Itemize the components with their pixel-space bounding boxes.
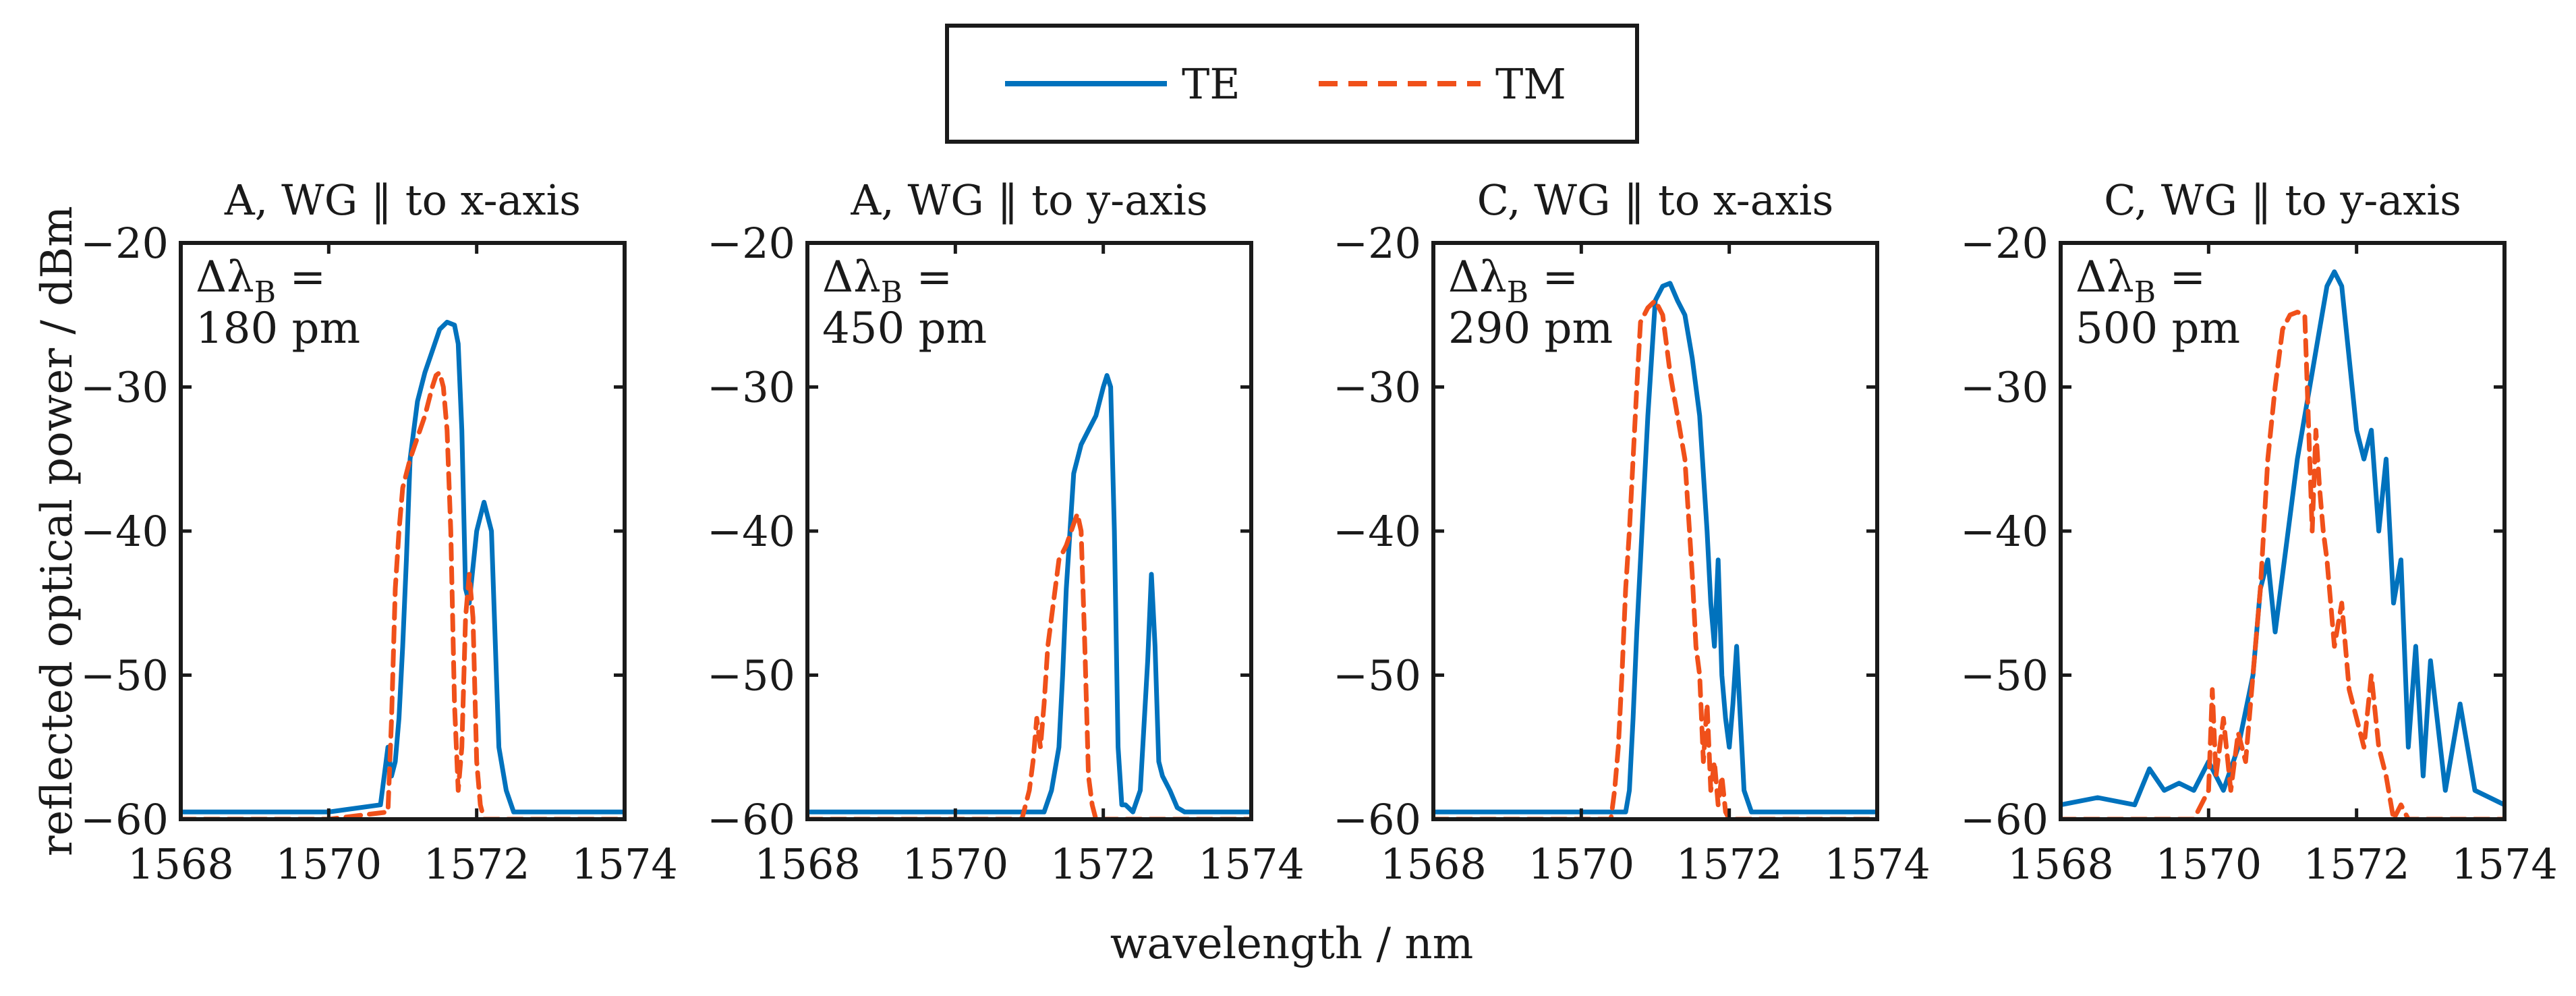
delta-lambda-label: ΔλB = [2076,252,2206,310]
y-tick-label: −30 [80,363,169,412]
delta-lambda-value: 450 pm [822,304,987,354]
series-group [2061,269,2505,819]
y-tick-label: −40 [707,507,795,556]
x-tick-label: 1568 [2007,839,2114,889]
delta-lambda-symbol: Δλ [822,252,881,302]
x-tick-label: 1574 [1824,839,1930,889]
y-tick-label: −60 [707,795,795,844]
series-line-te [181,319,625,814]
delta-lambda-equals: = [903,252,952,302]
series-line-tm [1433,298,1877,819]
delta-lambda-label: ΔλB = [822,252,952,310]
y-tick-label: −60 [1333,795,1421,844]
y-tick-label: −50 [707,651,795,700]
x-tick-label: 1572 [1676,839,1783,889]
x-tick-label: 1572 [2303,839,2410,889]
x-tick-label: 1574 [571,839,678,889]
series-group [181,319,625,819]
series-line-tm [2061,310,2505,819]
delta-lambda-value: 290 pm [1448,304,1613,354]
x-tick-label: 1570 [2155,839,2262,889]
delta-lambda-equals: = [1528,252,1578,302]
x-tick-label: 1568 [1380,839,1487,889]
series-line-te [1433,281,1877,814]
series-line-tm [181,370,625,819]
legend-label-te: TE [1182,59,1240,109]
legend-label-tm: TM [1495,59,1566,109]
x-tick-label: 1568 [754,839,861,889]
y-tick-label: −20 [1333,219,1421,268]
y-tick-label: −30 [1333,363,1421,412]
y-tick-label: −40 [1960,507,2049,556]
panel-2: A, WG ‖ to y-axis 1568 1570 1572 1574 −20 −30 −… [707,175,1305,889]
y-tick-label: −40 [1333,507,1421,556]
y-tick-label: −30 [707,363,795,412]
x-axis-title: wavelength / nm [1110,919,1474,969]
x-tick-label: 1570 [275,839,382,889]
x-tick-label: 1574 [1198,839,1305,889]
series-line-te [2061,269,2505,808]
delta-lambda-value: 500 pm [2076,304,2240,354]
delta-lambda-subscript: B [1507,275,1528,310]
y-tick-label: −20 [1960,219,2049,268]
panel-3: C, WG ‖ to x-axis 1568 1570 1572 1574 −20 −30 −… [1333,175,1930,889]
delta-lambda-label: ΔλB = [196,252,326,310]
y-tick-label: −20 [80,219,169,268]
delta-lambda-label: ΔλB = [1448,252,1578,310]
y-axis-title: reflected optical power / dBm [32,206,82,856]
series-group [1433,281,1877,819]
series-group [807,372,1251,819]
delta-lambda-equals: = [276,252,326,302]
x-tick-label: 1574 [2451,839,2558,889]
panel-title: A, WG ‖ to x-axis [224,175,581,225]
y-tick-label: −40 [80,507,169,556]
x-tick-label: 1568 [127,839,234,889]
series-line-tm [807,511,1251,819]
delta-lambda-symbol: Δλ [196,252,254,302]
x-tick-label: 1572 [1050,839,1157,889]
y-tick-label: −60 [80,795,169,844]
delta-lambda-equals: = [2156,252,2206,302]
delta-lambda-subscript: B [881,275,903,310]
x-tick-label: 1570 [902,839,1008,889]
panel-title: C, WG ‖ to y-axis [2104,175,2461,225]
legend: TE TM [945,24,1639,144]
y-tick-label: −60 [1960,795,2049,844]
panel-1: A, WG ‖ to x-axis 1568 1570 1572 1574 −20 −30 −… [80,175,678,889]
delta-lambda-symbol: Δλ [2076,252,2134,302]
y-tick-label: −20 [707,219,795,268]
delta-lambda-symbol: Δλ [1448,252,1507,302]
y-tick-label: −50 [1960,651,2049,700]
panel-title: C, WG ‖ to x-axis [1477,175,1834,225]
delta-lambda-value: 180 pm [196,304,360,354]
delta-lambda-subscript: B [254,275,276,310]
y-tick-label: −30 [1960,363,2049,412]
delta-lambda-subscript: B [2134,275,2156,310]
series-line-te [807,372,1251,814]
y-tick-label: −50 [80,651,169,700]
panel-title: A, WG ‖ to y-axis [850,175,1207,225]
y-tick-label: −50 [1333,651,1421,700]
panel-4: C, WG ‖ to y-axis 1568 1570 1572 1574 −20 −30 −… [1960,175,2558,889]
x-tick-label: 1570 [1528,839,1634,889]
x-tick-label: 1572 [424,839,530,889]
